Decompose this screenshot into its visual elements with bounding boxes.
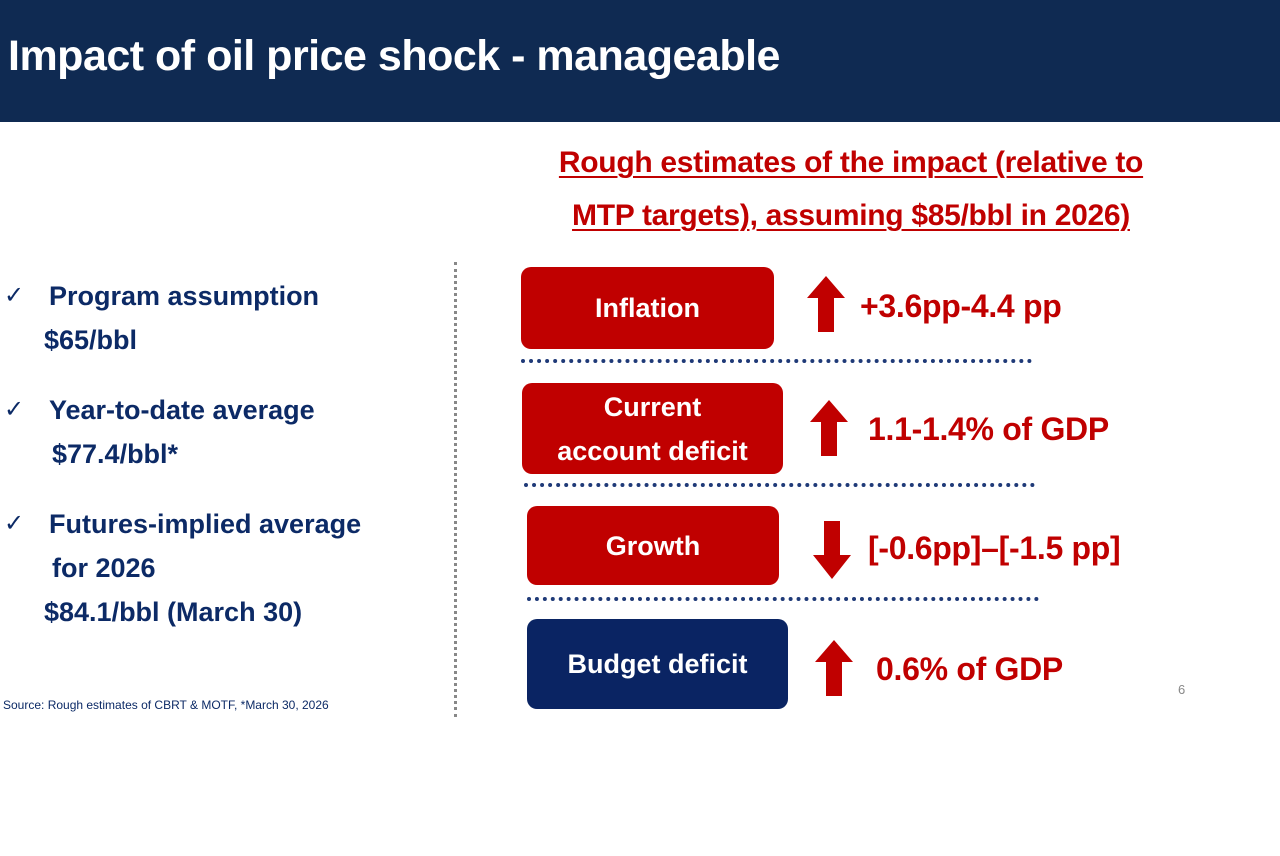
arrow-down-icon <box>813 521 851 579</box>
bullet-text: Year-to-date average <box>49 395 315 425</box>
section-heading-line1: Rough estimates of the impact (relative … <box>558 146 1144 179</box>
section-heading-line2: MTP targets), assuming $85/bbl in 2026) <box>572 199 1130 232</box>
inflation-value: +3.6pp-4.4 pp <box>860 288 1062 324</box>
budget-deficit-value: 0.6% of GDP <box>876 651 1063 687</box>
check-icon: ✓ <box>4 510 25 537</box>
current-account-label-2: account deficit <box>557 435 748 466</box>
title-bar: Impact of oil price shock - manageable <box>0 0 1280 122</box>
row-divider <box>521 359 1032 363</box>
growth-value: [-0.6pp]–[-1.5 pp] <box>868 530 1121 566</box>
arrow-up-icon <box>815 640 853 696</box>
bullet-text: Program assumption <box>49 281 320 311</box>
inflation-box: Inflation <box>521 267 774 349</box>
budget-deficit-label: Budget deficit <box>567 649 748 679</box>
current-account-value: 1.1-1.4% of GDP <box>868 411 1109 447</box>
vertical-divider <box>454 262 457 717</box>
check-icon: ✓ <box>4 396 25 423</box>
row-divider <box>527 597 1039 601</box>
bullet-value: $77.4/bbl* <box>52 439 179 469</box>
bullet-text: Futures-implied average <box>49 509 362 539</box>
inflation-label: Inflation <box>595 293 700 323</box>
arrow-up-icon <box>807 276 845 332</box>
page-number: 6 <box>1178 682 1186 697</box>
bullet-text-2: for 2026 <box>52 553 156 583</box>
bullet-value: $65/bbl <box>44 325 138 355</box>
current-account-box: Current account deficit <box>522 383 783 474</box>
bullet-ytd-average: ✓ Year-to-date average $77.4/bbl* <box>4 388 315 476</box>
growth-box: Growth <box>527 506 779 585</box>
bullet-program-assumption: ✓ Program assumption $65/bbl <box>4 274 319 362</box>
current-account-label-1: Current <box>603 391 702 422</box>
source-note: Source: Rough estimates of CBRT & MOTF, … <box>3 698 329 712</box>
arrow-up-icon <box>810 400 848 456</box>
row-divider <box>524 483 1035 487</box>
budget-deficit-box: Budget deficit <box>527 619 788 709</box>
slide-title: Impact of oil price shock - manageable <box>8 32 780 80</box>
bullet-value: $84.1/bbl (March 30) <box>44 597 303 627</box>
growth-label: Growth <box>605 530 701 561</box>
check-icon: ✓ <box>4 282 25 309</box>
bullet-futures-implied: ✓ Futures-implied average for 2026 $84.1… <box>4 502 361 634</box>
section-heading: Rough estimates of the impact (relative … <box>470 136 1232 242</box>
